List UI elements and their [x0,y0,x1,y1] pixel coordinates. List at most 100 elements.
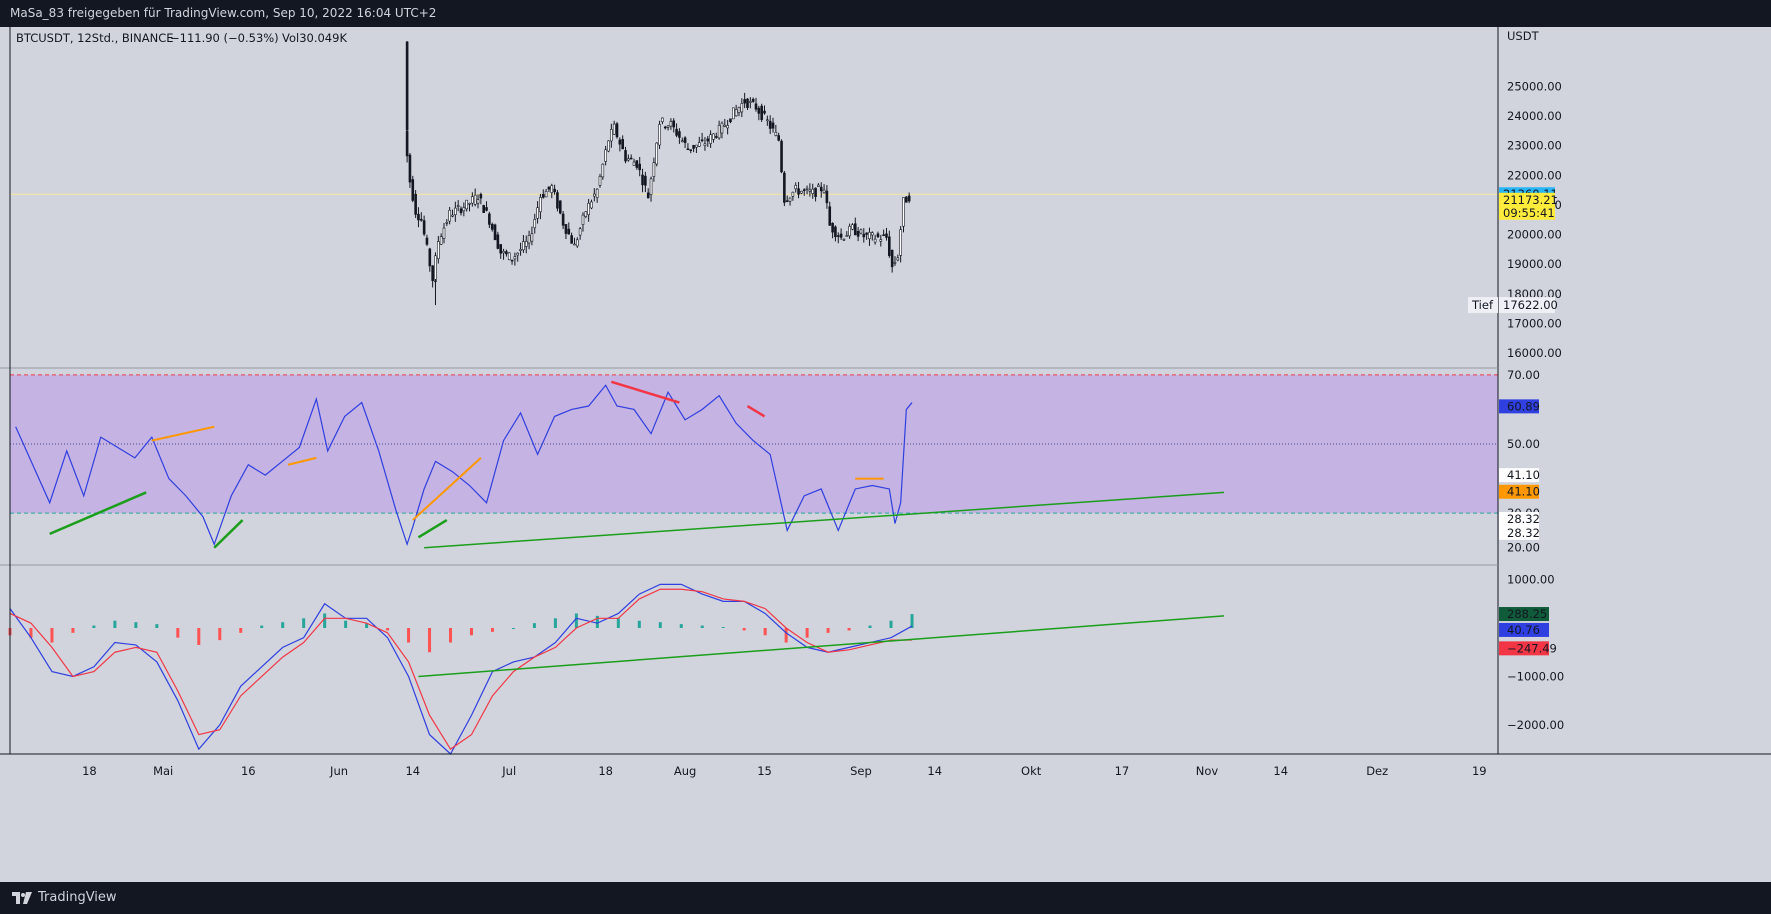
legend-header: BTCUSDT, 12Std., BINANCE −111.90 (−0.53%… [16,31,347,45]
candle-body [888,236,891,256]
time-tick-label: 14 [1273,764,1288,778]
signal-line [9,588,913,751]
candle-body [868,232,871,240]
macd-histogram-bar [763,628,767,636]
candle-body [482,205,485,213]
candle-body [561,213,565,226]
currency-label: USDT [1507,29,1540,43]
macd-histogram-bar [805,628,809,638]
macd-tick-label: 1000.00 [1507,573,1555,587]
macd-histogram-bar [281,622,285,628]
rsi-trendline-red [610,380,680,404]
time-tick-label: Mai [153,764,173,778]
candle-body [530,233,534,242]
price-pane[interactable] [10,41,1498,306]
mark-price-tag: 21173.21 [1503,193,1558,207]
macd-histogram-bar [344,620,348,628]
candle-body [737,107,741,113]
macd-histogram-bar [323,613,327,628]
candle-body [678,131,681,138]
candle-body [547,186,551,190]
candle-body [550,185,554,193]
macd-histogram-value-bg [1499,607,1549,622]
macd-pane[interactable] [8,583,1225,755]
candle-body [471,196,474,204]
macd-histogram-value: 288.25 [1507,607,1547,621]
macd-histogram-bar [721,627,725,629]
candle-body [723,124,727,127]
rsi-trendline-orange [151,425,215,442]
candle-body [805,187,809,190]
candle-body [590,201,593,209]
macd-histogram-bar [889,620,893,628]
candle-body [652,162,656,177]
candle-body [479,194,483,199]
candle-body [573,243,576,246]
candle-body [774,131,778,136]
price-axis[interactable]: USDT16000.0017000.0018000.0019000.002000… [0,27,1771,755]
candle-body [437,241,440,260]
candle-body [632,161,636,166]
candle-body [454,207,457,216]
low-tag-bg [1468,297,1498,314]
candle-body [817,184,820,187]
candle-body [499,244,503,254]
chart-canvas[interactable]: USDT16000.0017000.0018000.0019000.002000… [0,27,1771,882]
macd-histogram-bar [826,628,830,633]
mark-price-tag-bg [1499,192,1555,207]
candle-body [836,235,840,237]
rsi-trendline-green [49,491,147,536]
candle-body [788,197,792,202]
time-tick-label: 19 [1472,764,1487,778]
candle-body [462,207,466,212]
candle-body [766,119,769,122]
candle-body [539,197,542,213]
candle-body [581,214,585,225]
rsi-pane[interactable] [10,374,1498,549]
candle-body [485,207,488,211]
candle-body [556,192,559,209]
candle-body [575,239,579,247]
candle-body [808,189,812,192]
candle-body [763,110,766,114]
macd-histogram-bar [386,628,390,631]
candle-body [672,120,676,128]
candle-body [658,124,661,146]
macd-histogram-bar [197,628,201,645]
candle-body [717,125,721,139]
symbol-title: BTCUSDT, 12Std., BINANCE [16,31,174,45]
candle-body [680,140,684,143]
candle-body [505,251,508,255]
candle-body [459,208,463,214]
candle-body [800,190,803,194]
candle-body [729,118,732,123]
candle-body [732,107,735,120]
time-tick-label: Jun [329,764,348,778]
candle-body [794,185,798,190]
time-axis[interactable]: 18 Mai 16 Jun 14 Jul 18 Aug 15 Sep 14 Okt 17 Nov 14 Dez… [82,764,1487,778]
time-tick-label: Dez [1366,764,1388,778]
candle-body [445,221,449,224]
time-tick-label: 17 [1115,764,1130,778]
rsi-tick-label: 50.00 [1507,437,1540,451]
rsi-annotation-label-bg [1499,484,1539,499]
macd-value-bg [1499,622,1549,637]
candle-body [456,205,460,207]
candle-body [666,125,670,128]
rsi-trendline-green [417,519,448,539]
candle-body [641,174,644,186]
candle-body [601,163,605,178]
candle-body [783,172,786,203]
rsi-trendline-orange [412,457,482,521]
candle-body [468,203,471,205]
candle-body [644,175,647,186]
time-tick-label: Aug [674,764,696,778]
candle-body [873,238,877,243]
candle-body [442,227,446,239]
candle-body [564,224,568,234]
candle-body [417,213,420,221]
macd-histogram-bar [469,628,473,636]
signal-value-bg [1499,641,1549,656]
time-tick-label: Jul [501,764,516,778]
rsi-tick-label: 20.00 [1507,541,1540,555]
